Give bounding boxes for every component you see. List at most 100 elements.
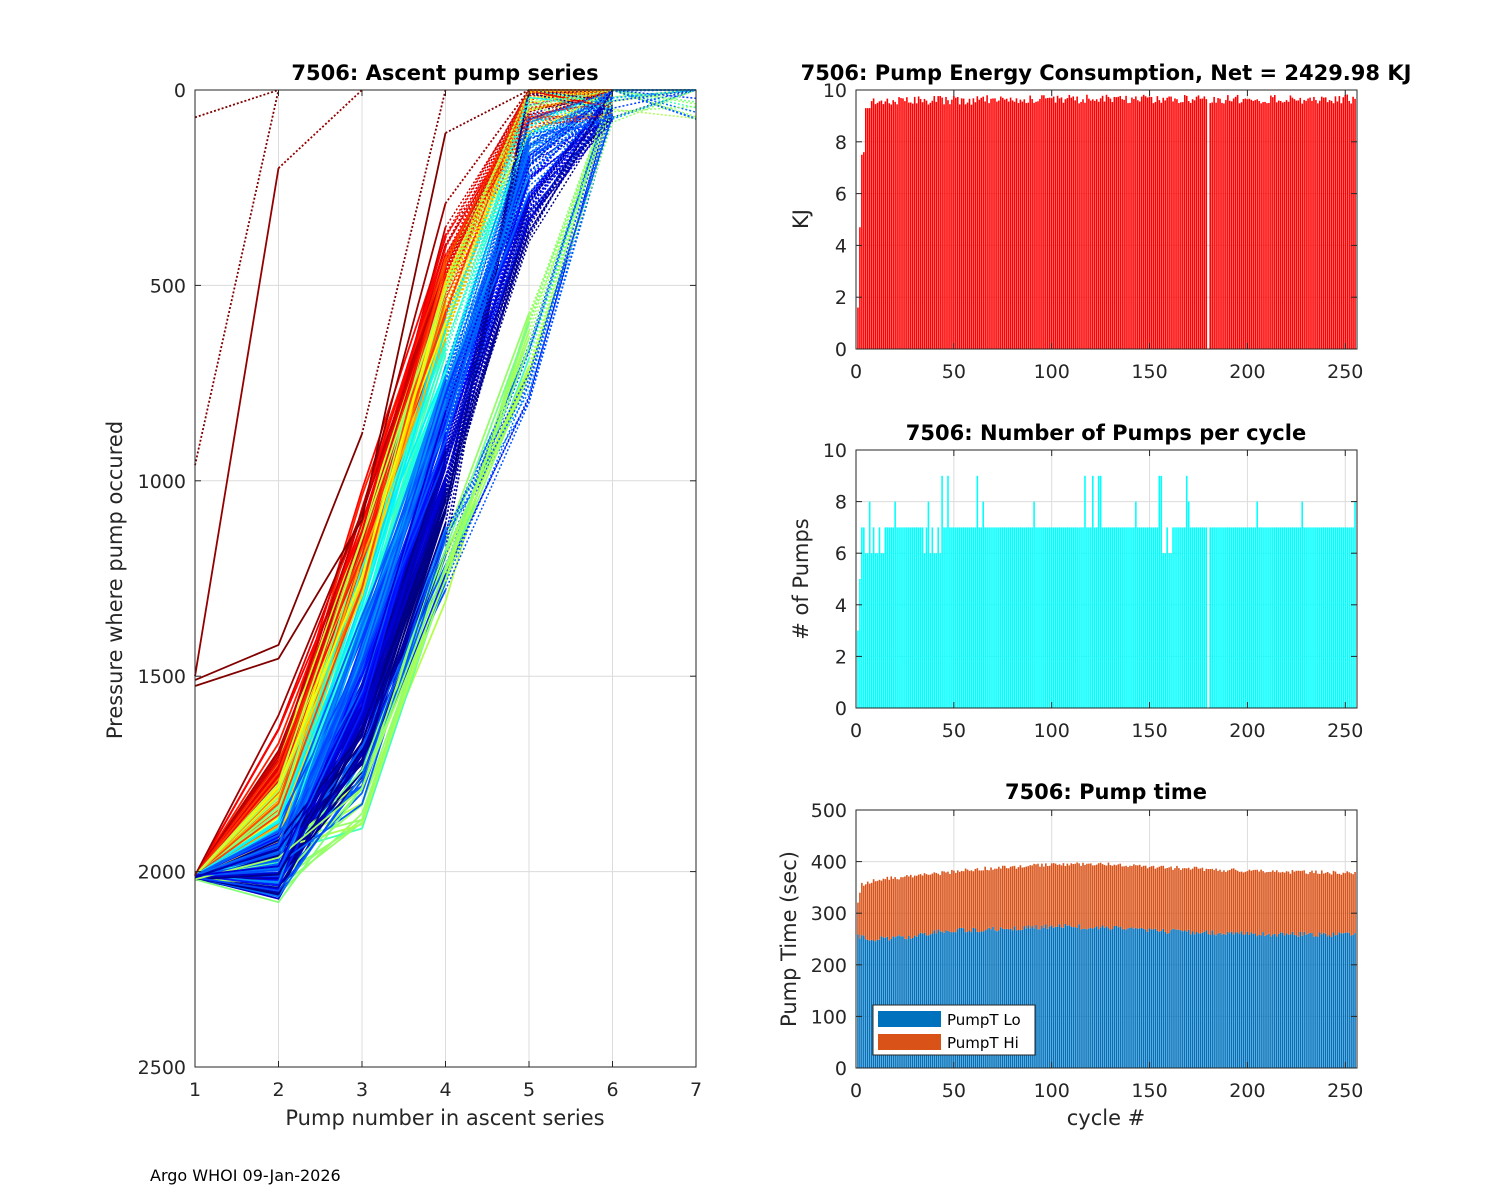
pumptime-lo-bar (1138, 928, 1141, 1068)
pumptime-lo-bar (1332, 932, 1335, 1068)
energy-bar (1045, 98, 1047, 350)
pumptime-hi-bar (1133, 864, 1135, 929)
pumptime-hi-bar (888, 879, 891, 941)
pumps-bar (1262, 527, 1264, 708)
x-tick-label: 150 (1131, 1080, 1167, 1102)
pumps-bar (870, 553, 873, 708)
pumptime-hi-bar (1140, 866, 1143, 928)
energy-bar (1213, 96, 1215, 349)
pumptime-hi-bar (1113, 864, 1116, 926)
pumptime-hi-bar (1350, 873, 1352, 936)
pumps-bar (1309, 527, 1311, 708)
pumptime-hi-bar (1322, 873, 1325, 933)
pumptime-lo-bar (1336, 935, 1339, 1068)
energy-bar (911, 103, 914, 350)
pumps-bar (1158, 475, 1161, 708)
pumptime-lo-bar (1129, 927, 1131, 1068)
pumptime-lo-bar (1146, 931, 1149, 1068)
pumptime-hi-bar (908, 876, 910, 936)
pumps-bar (1270, 527, 1272, 708)
energy-bar (1178, 103, 1180, 349)
pumptime-hi-bar (1289, 873, 1292, 935)
ascent-xlabel: Pump number in ascent series (285, 1106, 604, 1130)
pumptime-lo-bar (966, 931, 969, 1068)
ascent-ticks: 1 2 3 4 5 6 7 0 500 1000 1500 2000 2500 (138, 80, 702, 1101)
pumptime-lo-bar (919, 932, 922, 1068)
pumptime-hi-bar (1250, 870, 1253, 933)
pumptime-lo-bar (1172, 928, 1174, 1068)
energy-bar (1129, 102, 1131, 349)
pumptime-hi-bar (890, 876, 893, 939)
y-tick-label: 1500 (138, 666, 186, 688)
ascent-series-tail (444, 89, 613, 293)
pumptime-hi-bar (896, 879, 898, 937)
ascent-series-tail (444, 89, 614, 402)
ascent-series-line (194, 415, 447, 877)
energy-bar (1193, 100, 1196, 349)
energy-bar (1131, 97, 1133, 350)
pumptime-hi-bar (1037, 863, 1039, 930)
pumps-bar (892, 527, 894, 708)
pumptime-lo-bar (1164, 931, 1166, 1068)
pumps-bar (1009, 527, 1012, 708)
pumptime-lo-bar (1127, 928, 1129, 1068)
energy-bar (956, 97, 959, 349)
ascent-series-tail (444, 89, 613, 289)
pumps-bar (1111, 527, 1114, 708)
pumptime-hi-bar (900, 877, 902, 937)
energy-bar (1092, 99, 1094, 350)
pumptime-hi-bar (1138, 864, 1141, 929)
pumptime-lo-bar (992, 926, 994, 1068)
pumps-bar (1150, 527, 1153, 708)
ascent-series-line (194, 457, 447, 879)
pumptime-hi-bar (1172, 869, 1174, 929)
energy-bar (1227, 95, 1229, 350)
energy-bar (1342, 97, 1345, 349)
pumptime-hi-bar (1011, 866, 1014, 931)
legend-swatch-hi (878, 1034, 941, 1050)
pumps-bar (1187, 501, 1190, 708)
energy-bar (1201, 98, 1204, 349)
pumps-bar (908, 527, 910, 708)
ascent-series-tail (444, 113, 613, 448)
pumps-bar (1137, 527, 1139, 708)
ascent-series-line (194, 203, 447, 876)
x-tick-label: 2 (272, 1079, 284, 1101)
energy-bar (1180, 102, 1182, 349)
ascent-series-tail (444, 89, 613, 283)
pumptime-lo-bar (1107, 928, 1110, 1068)
energy-bar (982, 96, 984, 350)
pumptime-hi-bar (992, 869, 994, 927)
pumptime-lo-bar (996, 931, 998, 1068)
pumps-bar (884, 527, 887, 708)
pumps-bar (1097, 475, 1100, 708)
energy-bar (1234, 96, 1237, 350)
pumptime-lo-bar (1305, 934, 1307, 1068)
energy-bar (998, 100, 1000, 349)
pumptime-hi-bar (1021, 867, 1024, 930)
energy-bar (921, 102, 924, 350)
pumptime-lo-bar (1043, 927, 1045, 1068)
pumptime-lo-bar (1283, 935, 1286, 1068)
pumptime-hi-bar (1293, 871, 1296, 935)
pumptime-lo-bar (1219, 932, 1221, 1068)
pumptime-hi-bar (923, 873, 926, 933)
pumptime-lo-bar (1123, 928, 1125, 1068)
pumptime-lo-bar (1047, 928, 1049, 1068)
energy-bar (994, 98, 996, 349)
pumptime-lo-bar (1045, 924, 1047, 1068)
pumptime-hi-bar (1082, 862, 1084, 929)
pumptime-hi-bar (1221, 871, 1223, 935)
pumps-bar (1076, 527, 1078, 708)
pumps-bar (988, 527, 990, 708)
pumptime-lo-bar (1099, 927, 1102, 1068)
pumptime-hi-bar (1242, 872, 1245, 935)
pumptime-lo-bar (872, 940, 875, 1068)
pumptime-lo-bar (1197, 933, 1200, 1068)
pumps-bar (1068, 527, 1071, 708)
energy-bar (1209, 103, 1212, 349)
pumps-bar (919, 527, 922, 708)
pumps-bar (1330, 527, 1333, 708)
pumps-bar (1260, 527, 1262, 708)
pumptime-lo-bar (939, 931, 941, 1068)
